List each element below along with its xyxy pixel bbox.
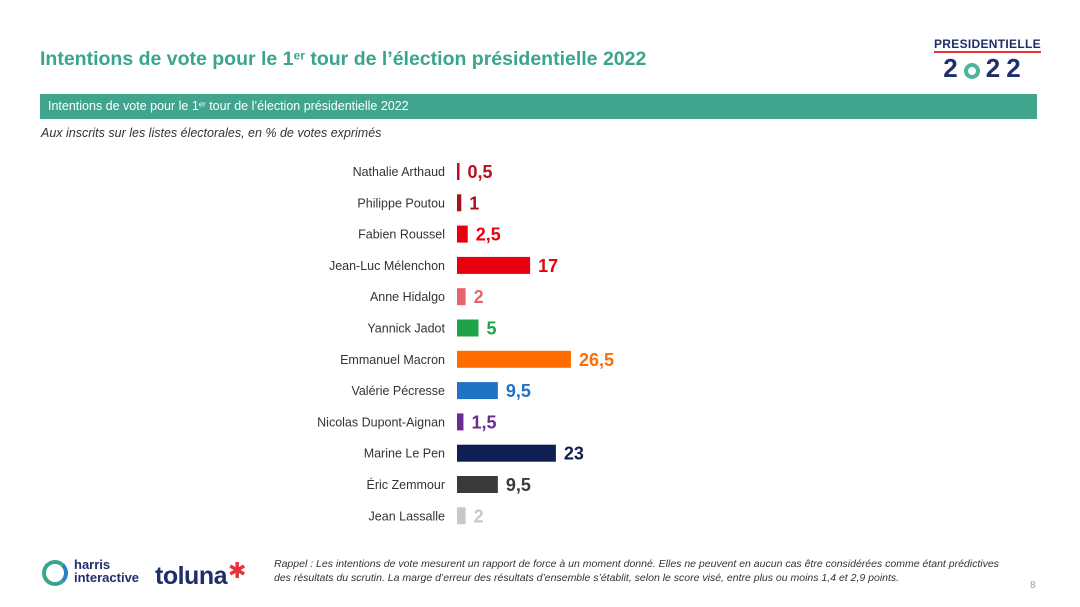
bar	[457, 319, 479, 337]
logo-wordmark: PRESIDENTIELLE	[934, 37, 1041, 53]
category-label: Valérie Pécresse	[351, 384, 445, 398]
bar	[457, 256, 531, 274]
bar	[457, 225, 468, 243]
value-label: 23	[564, 444, 584, 464]
bar	[457, 163, 460, 180]
value-label: 1	[469, 193, 479, 213]
disclaimer-note: Rappel : Les intentions de vote mesurent…	[274, 558, 999, 584]
toluna-logo: toluna✱	[155, 558, 246, 590]
value-label: 2,5	[476, 225, 501, 245]
bar	[457, 194, 462, 212]
toluna-star-icon: ✱	[228, 558, 246, 583]
value-label: 9,5	[506, 475, 531, 495]
bar	[457, 444, 556, 462]
category-label: Yannick Jadot	[367, 322, 445, 336]
logo-year: 2 22	[943, 53, 1027, 83]
harris-interactive-logo: harris interactive	[42, 558, 152, 588]
bar	[457, 382, 498, 400]
category-label: Jean-Luc Mélenchon	[329, 259, 445, 273]
page-title: Intentions de vote pour le 1er tour de l…	[40, 48, 647, 70]
category-label: Fabien Roussel	[358, 228, 445, 242]
bar	[457, 288, 466, 306]
bar	[457, 413, 464, 431]
logo-ring-icon	[963, 63, 980, 79]
value-label: 1,5	[471, 412, 496, 432]
category-label: Nathalie Arthaud	[353, 165, 445, 179]
category-label: Emmanuel Macron	[340, 353, 445, 367]
value-label: 26,5	[579, 350, 614, 370]
bar-chart: Nathalie Arthaud 0,5 Philippe Poutou 1 Fabie…	[317, 162, 614, 526]
category-label: Philippe Poutou	[357, 196, 445, 210]
page-number: 8	[1030, 580, 1036, 591]
category-label: Éric Zemmour	[367, 477, 445, 492]
presidentielle-2022-logo: PRESIDENTIELLE 2 22	[934, 35, 1041, 83]
category-label: Jean Lassalle	[369, 509, 445, 523]
chart-subtitle: Aux inscrits sur les listes électorales,…	[41, 126, 382, 140]
value-label: 2	[474, 506, 484, 526]
value-label: 5	[487, 319, 497, 339]
chart-title-band: Intentions de vote pour le 1er tour de l…	[40, 94, 1037, 119]
category-label: Anne Hidalgo	[370, 290, 445, 304]
value-label: 0,5	[468, 162, 493, 182]
category-label: Marine Le Pen	[364, 447, 445, 461]
bar	[457, 476, 498, 493]
value-label: 2	[474, 287, 484, 307]
category-label: Nicolas Dupont-Aignan	[317, 415, 445, 429]
value-label: 9,5	[506, 381, 531, 401]
harris-ring-icon	[42, 560, 68, 586]
value-label: 17	[538, 256, 558, 276]
bar	[457, 507, 466, 525]
bar	[457, 350, 571, 368]
